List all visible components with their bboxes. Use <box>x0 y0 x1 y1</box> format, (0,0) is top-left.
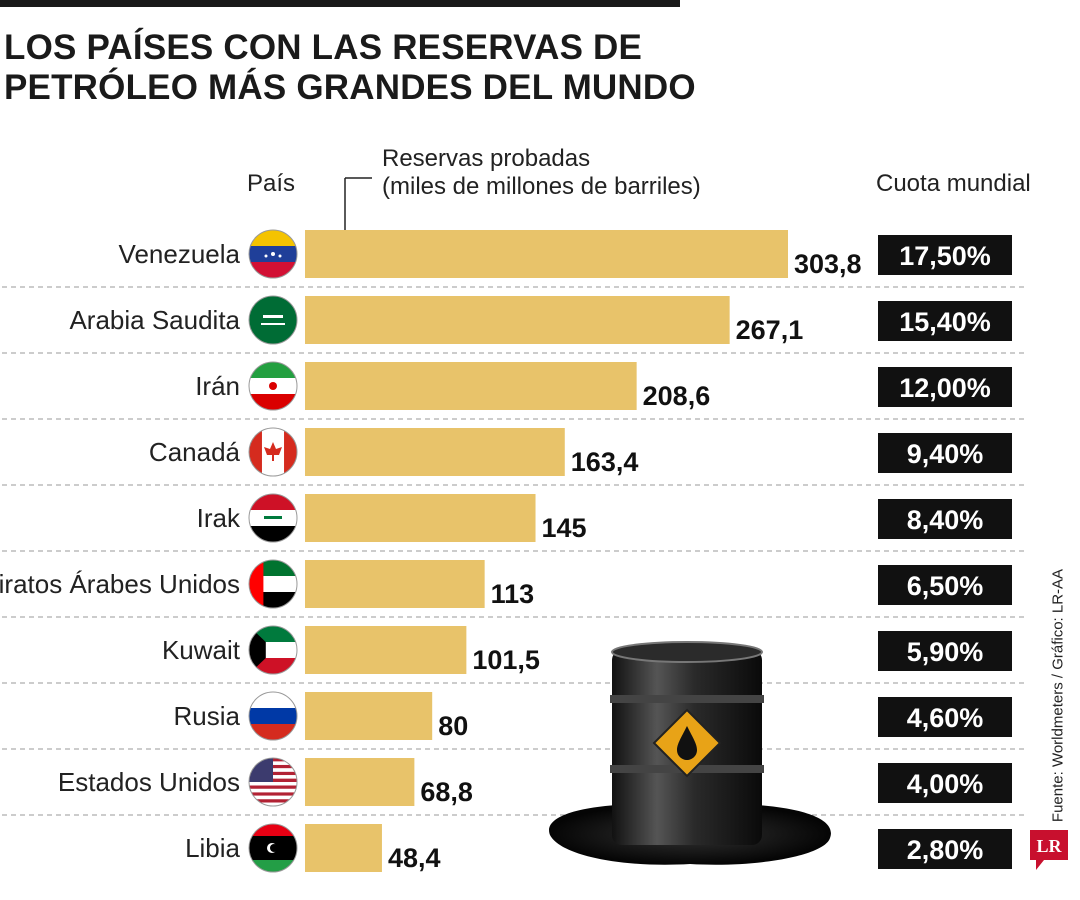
share-box <box>878 763 1012 803</box>
share-box <box>878 697 1012 737</box>
reserves-header: Reservas probadas (miles de millones de … <box>382 145 701 201</box>
share-box <box>878 367 1012 407</box>
country-label: Libia <box>185 833 240 863</box>
value-label: 80 <box>438 711 468 741</box>
reserves-header-line-2: (miles de millones de barriles) <box>382 173 701 200</box>
country-label: Estados Unidos <box>58 767 240 797</box>
bar <box>305 362 637 410</box>
saudi-arabia-flag <box>248 295 298 345</box>
share-label: 6,50% <box>907 571 984 601</box>
share-label: 17,50% <box>899 241 991 271</box>
bar <box>305 296 730 344</box>
title-line-2: PETRÓLEO MÁS GRANDES DEL MUNDO <box>4 68 696 107</box>
share-label: 5,90% <box>907 637 984 667</box>
country-label: Canadá <box>149 437 241 467</box>
bar <box>305 428 565 476</box>
kuwait-flag <box>248 625 298 675</box>
value-label: 68,8 <box>420 777 473 807</box>
country-label: Arabia Saudita <box>69 305 240 335</box>
country-label: Rusia <box>174 701 241 731</box>
uae-flag <box>248 559 298 609</box>
share-label: 4,00% <box>907 769 984 799</box>
share-label: 8,40% <box>907 505 984 535</box>
share-label: 2,80% <box>907 835 984 865</box>
iraq-flag <box>248 493 298 543</box>
country-label: Irán <box>195 371 240 401</box>
chart-title: LOS PAÍSES CON LAS RESERVAS DE PETRÓLEO … <box>4 28 724 108</box>
value-label: 48,4 <box>388 843 441 873</box>
russia-flag <box>248 691 298 741</box>
value-label: 208,6 <box>643 381 711 411</box>
source-note: Fuente: Worldmeters / Gráfico: LR-AA <box>1046 569 1067 822</box>
country-label: Venezuela <box>119 239 241 269</box>
top-rule <box>0 0 680 7</box>
bar <box>305 758 415 806</box>
share-box <box>878 631 1012 671</box>
reserves-header-line-1: Reservas probadas <box>382 145 591 172</box>
value-label: 303,8 <box>794 249 862 279</box>
bar <box>305 824 382 872</box>
value-label: 101,5 <box>472 645 540 675</box>
usa-flag <box>248 757 298 807</box>
title-line-1: LOS PAÍSES CON LAS RESERVAS DE <box>4 28 643 67</box>
country-label: Emiratos Árabes Unidos <box>0 569 240 599</box>
bar <box>305 692 433 740</box>
lr-logo-text: LR <box>1036 836 1062 856</box>
country-label: Irak <box>197 503 241 533</box>
share-box <box>878 829 1012 869</box>
country-label: Kuwait <box>162 635 241 665</box>
share-label: 12,00% <box>899 373 991 403</box>
libya-flag <box>248 823 298 873</box>
value-label: 267,1 <box>736 315 804 345</box>
bar <box>305 230 788 278</box>
venezuela-flag <box>248 229 298 279</box>
canada-flag <box>248 427 298 477</box>
source-text: Fuente: Worldmeters / Gráfico: LR-AA <box>1049 568 1067 823</box>
bar <box>305 494 536 542</box>
country-header: País <box>247 170 296 197</box>
lr-logo: LR <box>1030 830 1068 870</box>
oil-barrel-icon <box>549 641 831 865</box>
share-box <box>878 565 1012 605</box>
value-label: 113 <box>491 579 535 609</box>
share-box <box>878 235 1012 275</box>
share-label: 9,40% <box>907 439 984 469</box>
iran-flag <box>248 361 298 411</box>
bar <box>305 626 467 674</box>
share-box <box>878 301 1012 341</box>
share-label: 4,60% <box>907 703 984 733</box>
share-box <box>878 499 1012 539</box>
value-label: 145 <box>542 513 587 543</box>
value-label: 163,4 <box>571 447 639 477</box>
share-box <box>878 433 1012 473</box>
share-header: Cuota mundial <box>876 170 1031 197</box>
bar <box>305 560 485 608</box>
share-label: 15,40% <box>899 307 991 337</box>
